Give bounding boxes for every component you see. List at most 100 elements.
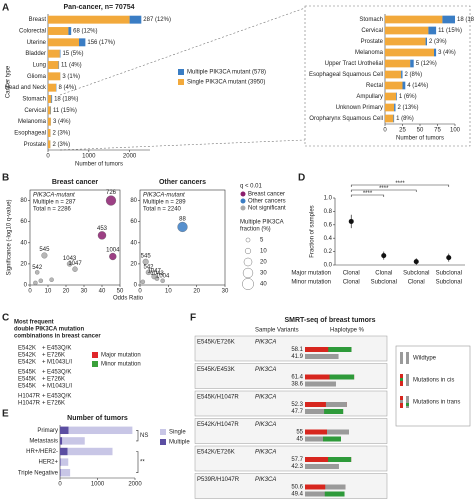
bar-segment <box>60 426 69 435</box>
size-label: 30 <box>260 271 267 277</box>
haplotype-bar-part <box>328 457 352 462</box>
chart-title: Breast cancer <box>52 179 99 186</box>
y-axis-label: Fraction of samples <box>310 205 316 257</box>
bar-segment <box>48 106 51 115</box>
legend-label: Single <box>169 430 186 436</box>
bar-segment <box>393 114 395 123</box>
legend-icon <box>400 400 403 403</box>
haplotype-percent: 55 <box>296 430 303 436</box>
category-label: Esophageal Squamous Cell <box>309 72 383 78</box>
legend-swatch <box>92 361 98 367</box>
x-axis-label: Number of tumors <box>75 162 123 168</box>
legend-label: Wildtype <box>413 356 437 362</box>
significance-label: NS <box>140 433 148 439</box>
legend-swatch <box>160 439 166 445</box>
value-label: 11 (4%) <box>61 63 82 69</box>
bar-segment <box>48 95 52 103</box>
bar-segment <box>385 70 402 79</box>
chart-title: Number of tumors <box>67 415 128 422</box>
minor-mutation: M1043L/I <box>47 360 72 366</box>
bar-segment <box>60 468 71 477</box>
haplotype-bar <box>305 464 339 469</box>
value-label: 2 (3%) <box>53 131 71 137</box>
value-label: 2 (3%) <box>429 39 447 45</box>
haplotype-bar-part <box>321 464 339 469</box>
legend-icon <box>406 352 409 364</box>
significance-label: ** <box>140 460 145 466</box>
category-label: Glioma <box>27 74 47 80</box>
gene-name: PIK3CA <box>255 395 276 401</box>
subtitle: Multiple n = 287 <box>33 200 76 206</box>
bar-segment <box>385 48 434 57</box>
category-minor: Subclonal <box>371 280 397 286</box>
haplotype-percent: 42.3 <box>291 464 303 470</box>
point <box>97 231 107 240</box>
legend-icon <box>400 378 403 381</box>
size-swatch <box>242 267 254 279</box>
bar-segment <box>402 81 406 90</box>
major-mutation: E542K <box>18 346 36 352</box>
category-label: Primary <box>37 428 58 434</box>
point-label: 545 <box>39 247 50 253</box>
list-title: double PIK3CA mutation <box>14 327 84 333</box>
significance-label: **** <box>363 191 373 197</box>
y-tick-label: 0.4 <box>324 236 333 242</box>
minor-mutation: M1043L/I <box>47 384 72 390</box>
x-tick-label: 30 <box>222 289 229 295</box>
category-label: Prostate <box>361 39 384 45</box>
point-label: 542 <box>143 264 154 270</box>
haplotype-percent: 58.1 <box>291 347 303 353</box>
point <box>446 255 452 261</box>
plus-sign: + <box>42 377 46 383</box>
bar-segment <box>434 48 437 57</box>
significance-bracket <box>136 451 139 473</box>
legend-title: q < 0.01 <box>240 184 263 190</box>
bar-segment <box>410 59 414 68</box>
y-tick-label: 0.2 <box>324 249 333 255</box>
x-tick-label: 20 <box>63 289 70 295</box>
y-tick-label: 60 <box>130 219 137 225</box>
bar-segment <box>385 92 397 101</box>
category-label: Melanoma <box>355 50 384 56</box>
x-tick-label: 50 <box>417 128 424 134</box>
major-mutation: E542K <box>18 353 36 359</box>
category-label: HER2+ <box>38 460 58 466</box>
category-label: Colorectal <box>19 29 46 35</box>
bar-segment <box>60 468 61 477</box>
haplotype-percent: 50.6 <box>291 485 303 491</box>
zoom-connector <box>59 139 306 151</box>
y-tick-label: 0.0 <box>324 263 333 269</box>
category-label: Esophageal <box>14 131 46 137</box>
point <box>109 252 117 261</box>
legend-label: Not significant <box>248 206 286 212</box>
sample-block <box>194 418 388 444</box>
category-major: Subclonal <box>436 271 462 277</box>
sample-block <box>194 335 388 362</box>
legend-swatch <box>92 352 98 358</box>
x-tick-label: 0 <box>46 154 50 160</box>
category-label: Melanoma <box>18 119 47 125</box>
gene-name: PIK3CA <box>255 367 276 373</box>
point-label: 1043 <box>150 271 164 277</box>
point-label: 542 <box>32 265 43 271</box>
bar-segment <box>401 70 403 79</box>
x-tick-label: 0 <box>58 482 62 488</box>
category-minor: Subclonal <box>436 280 462 286</box>
value-label: 18 (18%) <box>54 97 78 103</box>
y-axis-label: Cancer type <box>6 65 12 98</box>
legend-icon <box>400 356 403 359</box>
haplotype-percent: 47.7 <box>291 409 303 415</box>
bar-segment <box>48 15 130 24</box>
point <box>49 277 54 282</box>
point <box>66 261 73 267</box>
significance-label: **** <box>395 181 405 187</box>
plus-sign: + <box>42 401 46 407</box>
point-label: 1004 <box>156 273 170 279</box>
sample-name: P539R/H1047R <box>197 477 240 483</box>
category-label: Stomach <box>22 97 46 103</box>
value-label: 18 (18%) <box>457 17 474 23</box>
category-label: Head and Neck <box>5 85 47 91</box>
significance-label: **** <box>379 186 389 192</box>
panel-label: C <box>2 313 9 324</box>
x-tick-label: 1000 <box>91 482 105 488</box>
